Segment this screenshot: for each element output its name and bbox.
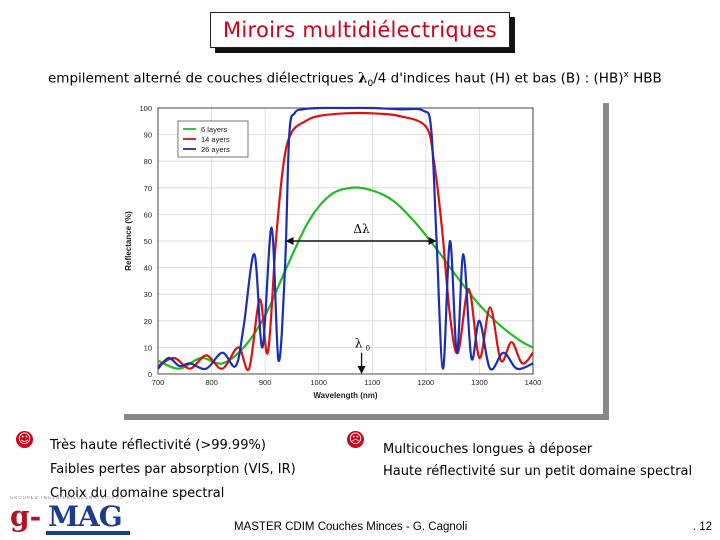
slide-title: Miroirs multidiélectriques [222, 18, 498, 42]
bandwidth-arrowhead-left [285, 237, 294, 245]
legend-label-2: 14 ayers [201, 135, 230, 144]
legend-label-3: 26 ayers [201, 145, 230, 154]
logo-mag: MAG [48, 500, 123, 533]
y-tick-label: 30 [144, 290, 152, 299]
y-tick-label: 100 [139, 104, 152, 113]
series-line-1 [157, 186, 534, 370]
pro-item-3: Choix du domaine spectral [50, 486, 225, 501]
x-tick-label: 800 [205, 378, 218, 387]
reflectance-chart: 0 10 20 30 40 50 60 70 80 90 100 700 800 900 1000 1100 1… [118, 97, 603, 414]
y-tick-label: 20 [144, 317, 152, 326]
y-tick-label: 0 [148, 370, 152, 379]
reflectance-chart-svg: 0 10 20 30 40 50 60 70 80 90 100 700 800 900 1000 1100 1… [124, 104, 542, 400]
series-line-3 [157, 106, 534, 371]
subtitle-post: /4 d'indices haut (H) et bas (B) : (HB) [373, 70, 624, 87]
series-line-2 [157, 111, 534, 372]
logo-g: g- [10, 500, 42, 533]
slide-title-box: Miroirs multidiélectriques [210, 12, 510, 48]
y-tick-label: 70 [144, 184, 152, 193]
y-tick-label: 50 [144, 237, 152, 246]
y-tick-label: 60 [144, 210, 152, 219]
page-number: . 12 [692, 521, 712, 533]
x-tick-label: 1300 [471, 378, 488, 387]
y-tick-label: 90 [144, 131, 152, 140]
logo-strip: G R O U P E D ' I N G E N I E R I E D E … [10, 496, 123, 500]
x-tick-label: 1100 [364, 378, 380, 387]
center-wavelength-label: λ [355, 336, 363, 350]
smiley-icon: ☺ [16, 431, 33, 448]
center-arrowhead [357, 366, 366, 374]
x-tick-label: 1200 [418, 378, 435, 387]
lambda-subscript: 0 [367, 79, 374, 90]
frown-icon: ☹ [347, 431, 364, 448]
x-tick-label: 1400 [525, 378, 542, 387]
lambda-symbol: λ [358, 70, 368, 87]
slide-footer: MASTER CDIM Couches Minces - G. Cagnoli [234, 521, 468, 533]
y-axis-label: Reflectance (%) [124, 211, 133, 271]
x-tick-label: 900 [259, 378, 272, 387]
y-tick-label: 40 [144, 264, 152, 273]
subtitle-end: HBB [628, 70, 662, 87]
bandwidth-label: Δλ [353, 222, 370, 236]
pro-item-1: Très haute réflectivité (>99.99%) [50, 438, 266, 453]
y-tick-label: 10 [144, 343, 152, 352]
con-item-2: Haute réflectivité sur un petit domaine … [383, 464, 693, 479]
x-tick-label: 700 [152, 378, 165, 387]
bandwidth-arrowhead-right [428, 237, 437, 245]
logo-underline [46, 531, 130, 535]
x-tick-label: 1000 [310, 378, 327, 387]
con-item-1: Multicouches longues à déposer [383, 442, 593, 457]
y-tick-label: 80 [144, 157, 152, 166]
x-axis-label: Wavelength (nm) [313, 391, 377, 400]
center-wavelength-subscript: 0 [366, 344, 370, 352]
subtitle-pre: empilement alterné de couches diélectriq… [48, 70, 358, 87]
subtitle-superscript: x [623, 70, 629, 80]
gmag-logo: G R O U P E D ' I N G E N I E R I E D E … [8, 496, 132, 536]
slide-subtitle: empilement alterné de couches diélectriq… [48, 70, 662, 89]
legend-label-1: 6 layers [201, 125, 228, 134]
pro-item-2: Faibles pertes par absorption (VIS, IR) [50, 462, 296, 477]
